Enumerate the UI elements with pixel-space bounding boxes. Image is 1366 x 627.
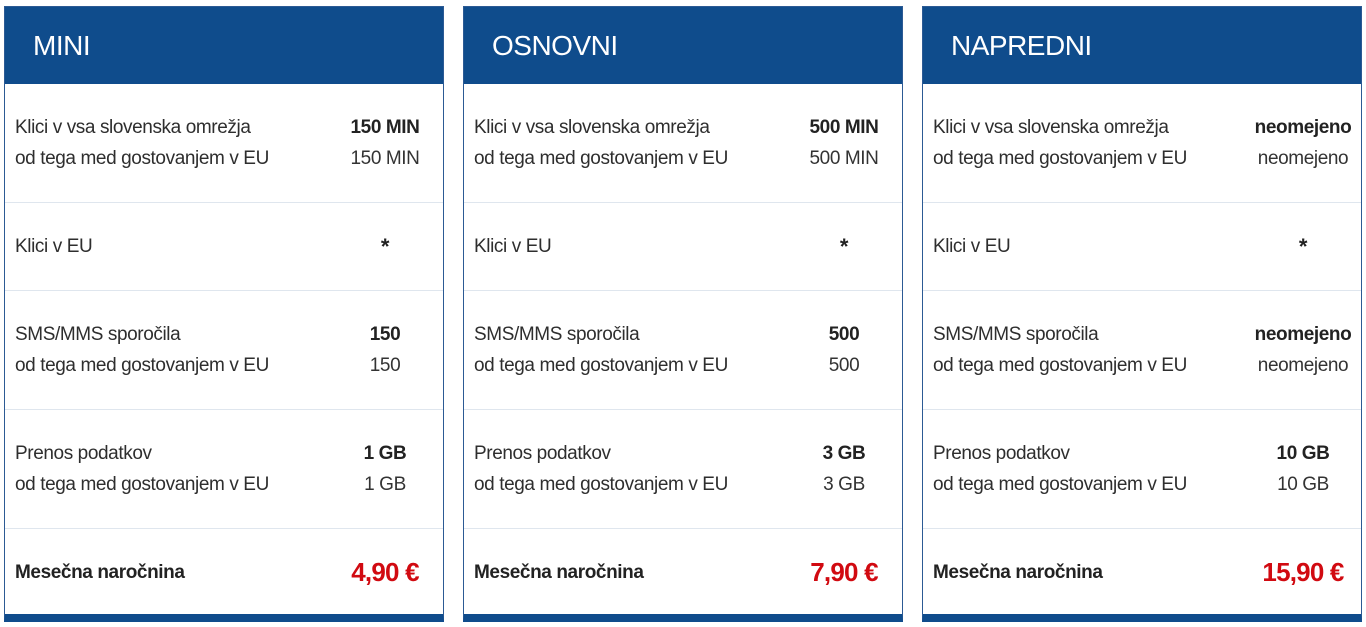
roaming-label: od tega med gostovanjem v EU — [15, 355, 269, 376]
monthly-fee-value: 4,90 € — [351, 557, 419, 587]
roaming-label: od tega med gostovanjem v EU — [933, 148, 1187, 169]
roaming-label: od tega med gostovanjem v EU — [474, 355, 728, 376]
calls-label: Klici v vsa slovenska omrežja — [933, 117, 1169, 138]
calls-value: 150 MIN — [350, 117, 420, 138]
calls-eu-row: Klici v EU * — [923, 203, 1361, 291]
roaming-label: od tega med gostovanjem v EU — [933, 355, 1187, 376]
monthly-fee-label: Mesečna naročnina — [15, 562, 185, 583]
sms-roaming-value: 150 — [369, 355, 401, 376]
data-roaming-value: 3 GB — [823, 474, 865, 495]
data-label: Prenos podatkov — [474, 443, 611, 464]
roaming-label: od tega med gostovanjem v EU — [474, 474, 728, 495]
calls-eu-value: * — [380, 234, 390, 259]
calls-eu-value: * — [1298, 234, 1308, 259]
sms-label: SMS/MMS sporočila — [15, 324, 181, 345]
calls-eu-value: * — [839, 234, 849, 259]
calls-label: Klici v vsa slovenska omrežja — [474, 117, 710, 138]
price-row: Mesečna naročnina 7,90 € — [464, 529, 902, 616]
calls-roaming-value: 500 MIN — [809, 148, 879, 169]
plan-card-napredni: NAPREDNI Klici v vsa slovenska omrežja o… — [922, 6, 1362, 622]
sms-label: SMS/MMS sporočila — [474, 324, 640, 345]
calls-eu-label: Klici v EU — [15, 236, 93, 257]
monthly-fee-value: 7,90 € — [810, 557, 878, 587]
sms-label: SMS/MMS sporočila — [933, 324, 1099, 345]
sms-row: SMS/MMS sporočila od tega med gostovanje… — [464, 291, 902, 410]
calls-eu-label: Klici v EU — [474, 236, 552, 257]
data-label: Prenos podatkov — [933, 443, 1070, 464]
sms-roaming-value: 500 — [828, 355, 860, 376]
sms-value: 150 — [369, 324, 401, 345]
data-roaming-value: 10 GB — [1277, 474, 1329, 495]
price-row: Mesečna naročnina 4,90 € — [5, 529, 443, 616]
sms-value: neomejeno — [1254, 324, 1352, 345]
calls-eu-label: Klici v EU — [933, 236, 1011, 257]
sms-roaming-value: neomejeno — [1257, 355, 1349, 376]
roaming-label: od tega med gostovanjem v EU — [474, 148, 728, 169]
monthly-fee-value: 15,90 € — [1262, 557, 1344, 587]
calls-label: Klici v vsa slovenska omrežja — [15, 117, 251, 138]
data-value: 1 GB — [363, 443, 407, 464]
data-row: Prenos podatkov od tega med gostovanjem … — [464, 410, 902, 529]
calls-row: Klici v vsa slovenska omrežja od tega me… — [5, 84, 443, 203]
plan-title: OSNOVNI — [464, 7, 902, 84]
price-row: Mesečna naročnina 15,90 € — [923, 529, 1361, 616]
sms-value: 500 — [828, 324, 860, 345]
data-row: Prenos podatkov od tega med gostovanjem … — [5, 410, 443, 529]
plan-title: NAPREDNI — [923, 7, 1361, 84]
data-row: Prenos podatkov od tega med gostovanjem … — [923, 410, 1361, 529]
calls-row: Klici v vsa slovenska omrežja od tega me… — [923, 84, 1361, 203]
sms-row: SMS/MMS sporočila od tega med gostovanje… — [923, 291, 1361, 410]
monthly-fee-label: Mesečna naročnina — [933, 562, 1103, 583]
calls-eu-row: Klici v EU * — [5, 203, 443, 291]
calls-value: neomejeno — [1254, 117, 1352, 138]
data-label: Prenos podatkov — [15, 443, 152, 464]
plan-card-mini: MINI Klici v vsa slovenska omrežja od te… — [4, 6, 444, 622]
data-value: 10 GB — [1276, 443, 1330, 464]
roaming-label: od tega med gostovanjem v EU — [933, 474, 1187, 495]
calls-row: Klici v vsa slovenska omrežja od tega me… — [464, 84, 902, 203]
plan-card-osnovni: OSNOVNI Klici v vsa slovenska omrežja od… — [463, 6, 903, 622]
plan-title: MINI — [5, 7, 443, 84]
sms-row: SMS/MMS sporočila od tega med gostovanje… — [5, 291, 443, 410]
data-value: 3 GB — [822, 443, 866, 464]
calls-roaming-value: neomejeno — [1257, 148, 1349, 169]
calls-eu-row: Klici v EU * — [464, 203, 902, 291]
roaming-label: od tega med gostovanjem v EU — [15, 474, 269, 495]
monthly-fee-label: Mesečna naročnina — [474, 562, 644, 583]
calls-value: 500 MIN — [809, 117, 879, 138]
roaming-label: od tega med gostovanjem v EU — [15, 148, 269, 169]
calls-roaming-value: 150 MIN — [350, 148, 420, 169]
data-roaming-value: 1 GB — [364, 474, 406, 495]
